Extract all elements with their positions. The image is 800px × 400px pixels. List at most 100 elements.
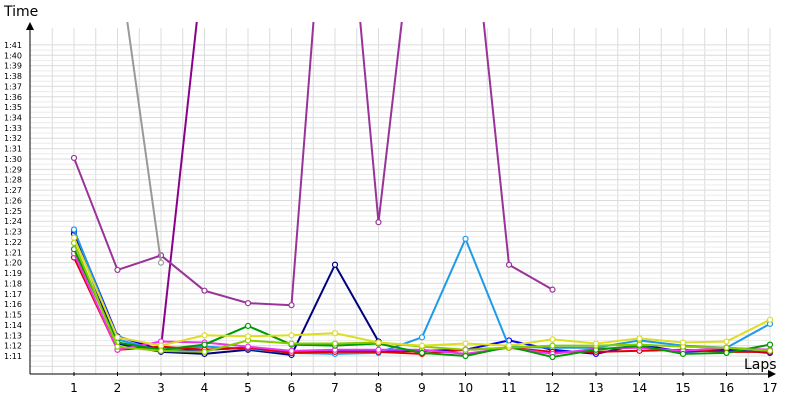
y-tick-label: 1:25 <box>4 207 22 216</box>
data-point <box>288 340 295 347</box>
y-tick-label: 1:38 <box>4 72 22 81</box>
data-point <box>244 343 252 350</box>
x-axis-label: Laps <box>744 357 777 373</box>
y-tick-label: 1:37 <box>4 82 22 91</box>
series-line <box>73 22 553 307</box>
data-point <box>505 261 513 268</box>
x-tick-label: 17 <box>762 381 777 395</box>
data-point <box>70 226 78 233</box>
data-point <box>375 339 382 346</box>
data-point <box>462 340 469 347</box>
data-point <box>679 350 687 358</box>
data-point <box>244 300 252 307</box>
y-tick-label: 1:22 <box>4 238 22 247</box>
data-point <box>70 234 78 241</box>
y-tick-label: 1:33 <box>4 124 22 133</box>
y-axis-arrow <box>26 22 34 30</box>
data-point <box>505 342 513 349</box>
y-tick-label: 1:31 <box>4 145 22 154</box>
y-tick-label: 1:21 <box>4 248 22 257</box>
data-point <box>331 340 339 347</box>
series-line <box>73 233 380 357</box>
data-point <box>766 347 774 354</box>
data-point <box>114 343 121 350</box>
y-tick-label: 1:28 <box>4 176 22 185</box>
y-tick-label: 1:30 <box>4 155 22 164</box>
series-3 <box>126 22 165 266</box>
y-axis-label: Time <box>3 4 38 20</box>
series-1 <box>157 22 198 351</box>
x-tick-labels: 1 2 3 4 5 6 7 8 9 10 11 12 13 14 15 16 17 <box>70 372 778 395</box>
data-point <box>462 352 469 360</box>
y-tick-label: 1:32 <box>4 134 22 143</box>
x-tick-label: 8 <box>375 381 383 395</box>
data-point <box>375 346 382 353</box>
y-tick-label: 1:19 <box>4 269 22 278</box>
data-point <box>288 302 295 309</box>
grid <box>30 28 771 374</box>
data-point <box>418 334 426 341</box>
x-tick-label: 16 <box>719 381 734 395</box>
y-tick-label: 1:24 <box>4 217 22 226</box>
data-point <box>331 261 339 268</box>
axes <box>26 22 776 378</box>
x-tick-label: 12 <box>545 381 560 395</box>
x-tick-label: 5 <box>244 381 252 395</box>
series-10 <box>70 234 774 349</box>
x-tick-label: 10 <box>458 381 473 395</box>
data-point <box>462 235 469 242</box>
x-tick-label: 15 <box>675 381 690 395</box>
x-tick-label: 13 <box>588 381 603 395</box>
series-group <box>70 22 774 361</box>
x-tick-label: 6 <box>288 381 296 395</box>
data-point <box>244 322 252 330</box>
data-point <box>549 353 556 361</box>
x-tick-label: 11 <box>501 381 516 395</box>
x-tick-label: 2 <box>114 381 122 395</box>
data-point <box>636 341 643 348</box>
data-point <box>592 340 600 347</box>
y-tick-label: 1:36 <box>4 93 22 102</box>
y-tick-label: 1:17 <box>4 290 22 299</box>
data-point <box>549 342 556 349</box>
y-tick-label: 1:23 <box>4 228 22 237</box>
data-point <box>723 338 730 345</box>
data-point <box>70 154 78 162</box>
data-point <box>331 330 339 337</box>
data-point <box>549 286 556 293</box>
data-point <box>157 347 165 354</box>
y-tick-label: 1:40 <box>4 51 22 60</box>
y-tick-label: 1:34 <box>4 113 22 122</box>
data-point <box>114 334 121 341</box>
y-tick-labels: 1:111:12 1:131:141:15 1:161:17 1:181:191:20… <box>4 41 22 361</box>
data-point <box>244 333 252 340</box>
data-point <box>418 342 426 349</box>
data-point <box>549 336 556 343</box>
data-point <box>288 332 295 339</box>
data-point <box>157 342 165 349</box>
data-point <box>114 266 121 274</box>
x-tick-label: 9 <box>418 381 426 395</box>
series-line <box>126 22 162 263</box>
y-tick-label: 1:27 <box>4 186 22 195</box>
x-tick-label: 1 <box>70 381 78 395</box>
y-tick-label: 1:35 <box>4 103 22 112</box>
y-tick-label: 1:20 <box>4 259 22 268</box>
data-point <box>418 349 426 356</box>
x-tick-label: 7 <box>331 381 339 395</box>
data-point <box>636 335 643 342</box>
data-point <box>766 341 774 348</box>
y-tick-label: 1:15 <box>4 311 22 320</box>
y-tick-label: 1:14 <box>4 321 22 330</box>
data-point <box>462 346 469 353</box>
data-point <box>201 341 208 348</box>
data-point <box>201 348 208 355</box>
data-point <box>157 259 165 266</box>
data-point <box>201 287 208 294</box>
y-tick-label: 1:29 <box>4 165 22 174</box>
data-point <box>723 344 730 351</box>
y-tick-label: 1:11 <box>4 352 22 361</box>
y-tick-label: 1:26 <box>4 196 22 205</box>
data-point <box>288 347 295 354</box>
